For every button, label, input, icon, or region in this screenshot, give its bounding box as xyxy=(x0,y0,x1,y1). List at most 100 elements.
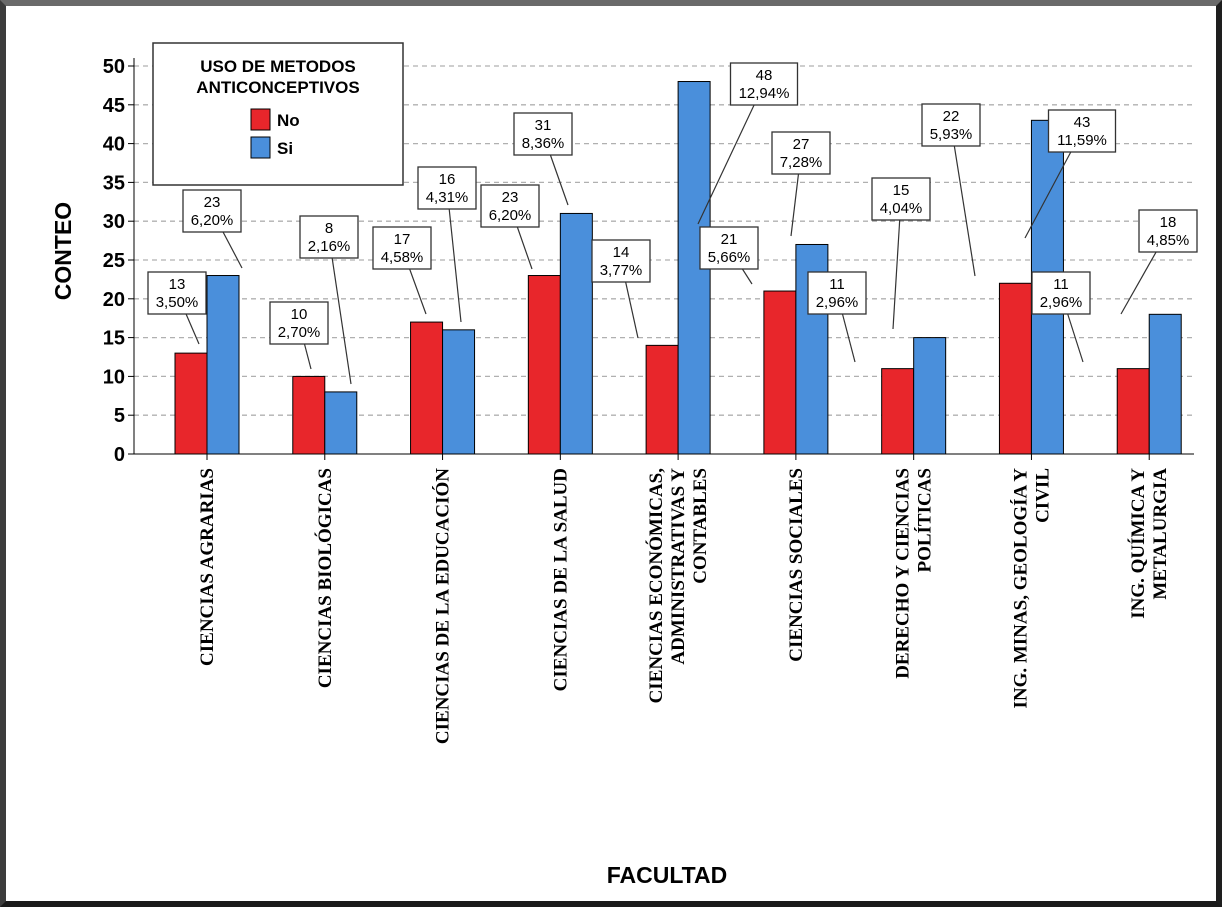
data-label-si-box xyxy=(1138,209,1198,253)
x-category-label: ING. QUÍMICA Y xyxy=(1127,468,1149,619)
y-tick-label: 40 xyxy=(103,134,125,156)
data-label-si-value: 31 xyxy=(535,117,552,134)
y-axis-title: CONTEO xyxy=(50,202,76,300)
data-label-no-box xyxy=(699,226,759,270)
data-label-no-value: 13 xyxy=(169,276,186,293)
data-label-no-percent: 4,58% xyxy=(381,249,424,266)
data-label-no-value: 21 xyxy=(721,231,738,248)
y-tick-label: 25 xyxy=(103,250,125,272)
legend-swatch-no xyxy=(250,108,271,131)
data-label-si-percent: 11,59% xyxy=(1057,132,1107,149)
label-leader xyxy=(328,236,352,385)
bar-si xyxy=(1148,313,1182,455)
data-label-no-box xyxy=(1031,271,1091,315)
data-label-no-box xyxy=(921,103,981,147)
bar-no xyxy=(645,344,679,455)
x-category-label: CIENCIAS SOCIALES xyxy=(786,468,807,662)
data-label-no-percent: 3,77% xyxy=(600,262,643,279)
data-label-no-percent: 6,20% xyxy=(489,207,532,224)
data-label-no-box xyxy=(807,271,867,315)
data-label-si-value: 16 xyxy=(439,171,456,188)
x-category-label: CIENCIAS DE LA SALUD xyxy=(550,468,571,691)
bar-no xyxy=(881,368,915,455)
data-label-no-percent: 2,96% xyxy=(816,294,859,311)
y-tick-label: 15 xyxy=(103,328,125,350)
data-label-si-value: 18 xyxy=(1160,214,1177,231)
data-label-no-value: 11 xyxy=(1053,276,1069,293)
data-label-si-value: 23 xyxy=(204,194,221,211)
data-label-no-value: 22 xyxy=(943,108,960,125)
data-label-si-percent: 2,16% xyxy=(308,238,351,255)
x-category-label: CIENCIAS DE LA EDUCACIÓN xyxy=(432,468,454,744)
x-category-label: DERECHO Y CIENCIAS xyxy=(893,468,914,679)
label-leader xyxy=(892,198,902,330)
data-label-si-value: 8 xyxy=(325,220,333,237)
data-label-no-box xyxy=(269,301,329,345)
bar-si xyxy=(442,329,476,455)
data-label-si-box xyxy=(417,166,477,210)
data-label-si-percent: 7,28% xyxy=(780,154,823,171)
data-label-no-value: 14 xyxy=(613,244,630,261)
x-category-label: CIENCIAS AGRARIAS xyxy=(197,468,218,666)
legend-title: ANTICONCEPTIVOS xyxy=(196,78,359,97)
data-label-no-percent: 2,96% xyxy=(1040,294,1083,311)
bar-chart: 0 5 10 15 20 25 30 35 40 45 50 CONTEO FACULTAD 133,50… xyxy=(50,42,1198,888)
label-leader xyxy=(446,187,462,323)
y-tick-label: 50 xyxy=(103,56,125,78)
data-label-si-box xyxy=(513,112,573,156)
data-label-si-percent: 12,94% xyxy=(739,85,790,102)
legend-label-no: No xyxy=(277,111,300,130)
y-tick-label: 0 xyxy=(114,444,125,466)
bar-si xyxy=(559,212,593,455)
legend-swatch-si xyxy=(250,136,271,159)
y-tick-label: 5 xyxy=(114,405,125,427)
data-label-si-value: 15 xyxy=(893,182,910,199)
data-label-si-box xyxy=(299,215,359,259)
y-tick-label: 10 xyxy=(103,366,125,388)
data-label-no-box xyxy=(591,239,651,283)
data-label-si-box xyxy=(871,177,931,221)
bar-no xyxy=(174,352,208,455)
data-label-no-percent: 2,70% xyxy=(278,324,321,341)
data-label-si-percent: 4,85% xyxy=(1147,232,1190,249)
data-label-no-box xyxy=(372,226,432,270)
data-label-si-box xyxy=(729,62,799,106)
bar-no xyxy=(410,321,444,455)
x-axis-title: FACULTAD xyxy=(607,862,728,888)
data-label-si-percent: 4,04% xyxy=(880,200,923,217)
legend-title: USO DE METODOS xyxy=(200,57,356,76)
y-tick-label: 20 xyxy=(103,289,125,311)
data-label-si-percent: 6,20% xyxy=(191,212,234,229)
legend-label-si: Si xyxy=(277,139,293,158)
x-category-label: ADMINISTRATIVAS Y xyxy=(668,468,689,665)
data-label-no-box xyxy=(480,184,540,228)
x-category-label: CONTABLES xyxy=(690,468,711,584)
bar-no xyxy=(292,375,326,455)
data-label-no-percent: 5,93% xyxy=(930,126,973,143)
label-leader xyxy=(697,83,765,225)
data-label-no-value: 11 xyxy=(829,276,845,293)
data-label-no-box xyxy=(147,271,207,315)
x-category-label: ING. MINAS, GEOLOGÍA Y xyxy=(1009,468,1031,709)
bar-no xyxy=(998,282,1032,455)
data-label-si-percent: 8,36% xyxy=(522,135,565,152)
bar-no xyxy=(763,290,797,455)
data-label-no-value: 10 xyxy=(291,306,308,323)
data-label-si-value: 43 xyxy=(1074,114,1091,131)
y-tick-label: 30 xyxy=(103,211,125,233)
data-label-si-box xyxy=(1047,109,1117,153)
data-label-si-box xyxy=(182,189,242,233)
data-label-no-percent: 5,66% xyxy=(708,249,751,266)
data-label-no-value: 23 xyxy=(502,189,519,206)
x-category-label: CIVIL xyxy=(1032,468,1053,523)
data-label-si-value: 48 xyxy=(756,67,773,84)
legend-box xyxy=(152,42,404,186)
label-leader xyxy=(950,124,976,277)
data-label-si-value: 27 xyxy=(793,136,810,153)
x-category-label: CIENCIAS BIOLÓGICAS xyxy=(314,468,336,688)
x-category-label: POLÍTICAS xyxy=(914,468,936,573)
x-category-label: CIENCIAS ECONÓMICAS, xyxy=(645,468,667,704)
data-label-no-value: 17 xyxy=(394,231,411,248)
bar-si xyxy=(324,391,358,455)
